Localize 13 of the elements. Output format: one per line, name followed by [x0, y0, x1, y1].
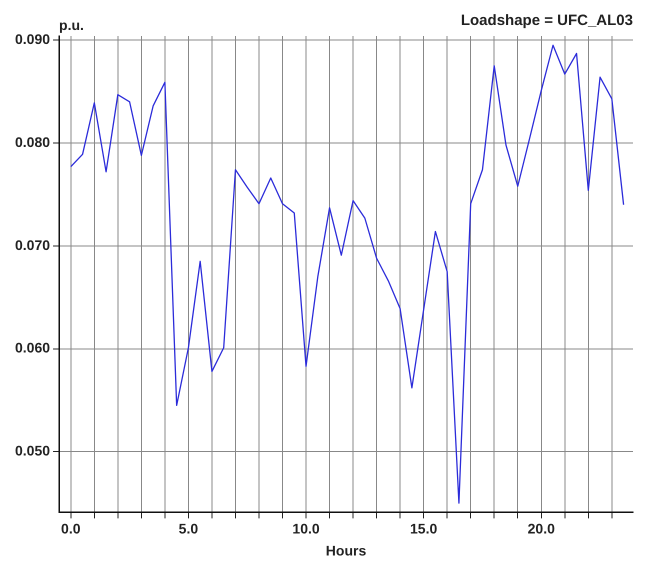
y-axis-title: p.u.: [59, 16, 84, 33]
x-axis-title: Hours: [326, 542, 366, 558]
y-tick-label: 0.090: [14, 30, 50, 47]
y-tick-label: 0.050: [14, 442, 50, 459]
x-tick-label: 10.0: [292, 520, 320, 537]
y-tick-label: 0.060: [14, 340, 50, 356]
y-tick-label: 0.080: [14, 134, 50, 150]
x-tick-label: 15.0: [410, 520, 438, 537]
x-tick-label: 5.0: [178, 520, 198, 537]
x-tick-label: 0.0: [61, 520, 81, 537]
y-tick-label: 0.070: [14, 236, 50, 253]
chart-title: Loadshape = UFC_AL03: [460, 12, 633, 30]
x-tick-label: 20.0: [528, 520, 556, 537]
